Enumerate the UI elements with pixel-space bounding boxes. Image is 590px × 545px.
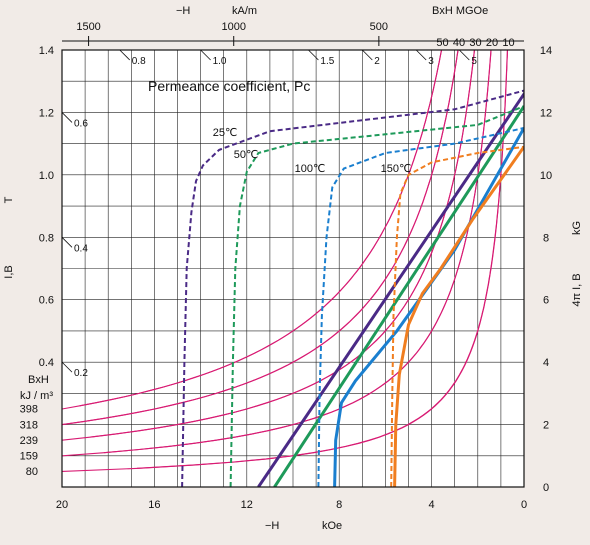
x-top-tick: 500	[370, 21, 388, 33]
bxh-kj-value: 159	[20, 451, 38, 463]
grid	[62, 50, 524, 487]
temperature-label: 50℃	[234, 149, 259, 161]
y-right-unit: kG	[571, 221, 583, 235]
permeance-tick	[200, 49, 211, 61]
plot-frame	[61, 49, 525, 488]
permeance-label: 0.4	[74, 243, 88, 254]
normal-curve	[257, 91, 524, 487]
permeance-tick	[119, 49, 131, 61]
y-left-tick: 0.8	[39, 232, 54, 244]
y-left-tick: 1.0	[39, 170, 54, 182]
series-curves	[181, 89, 524, 487]
y-right-tick: 12	[540, 107, 552, 119]
x-bottom-tick: 4	[429, 499, 435, 511]
bxh-kj-label-2: kJ / m³	[20, 390, 53, 402]
bxh-mgoe-value: 40	[453, 37, 465, 49]
bxh-kj-value: 398	[20, 404, 38, 416]
bxh-curve	[79, 50, 443, 407]
permeance-tick	[61, 112, 73, 123]
bxh-curve	[62, 50, 492, 457]
permeance-tick	[61, 237, 73, 248]
y-left-tick: 0.6	[39, 295, 54, 307]
permeance-label: 3	[428, 56, 434, 67]
x-bottom-tick: 0	[521, 499, 527, 511]
y-right-tick: 4	[543, 357, 549, 369]
x-bottom-label: −H	[265, 520, 279, 532]
x-top-tick: 1000	[221, 21, 245, 33]
bxh-mgoe-label: BxH MGOe	[432, 5, 488, 17]
x-top-label: −H	[176, 5, 190, 17]
normal-curve	[393, 145, 524, 487]
permeance-label: 1.0	[213, 56, 227, 67]
bxh-kj-value: 239	[20, 435, 38, 447]
permeance-label: 0.8	[132, 56, 146, 67]
permeance-label: 0.2	[74, 368, 88, 379]
permeance-label: 2	[374, 56, 380, 67]
y-right-label: 4π I, B	[571, 273, 583, 306]
temperature-label: 150℃	[381, 163, 412, 175]
permeance-tick	[362, 49, 373, 61]
bxh-mgoe-value: 10	[502, 37, 514, 49]
bxh-mgoe-value: 30	[469, 37, 481, 49]
y-right-tick: 6	[543, 295, 549, 307]
y-right-tick: 0	[543, 482, 549, 494]
permeance-label: 1.5	[320, 56, 334, 67]
intrinsic-curve	[390, 145, 524, 487]
y-left-tick: 1.2	[39, 107, 54, 119]
intrinsic-curve	[181, 89, 524, 487]
y-left-unit: T	[3, 196, 15, 203]
normal-curve	[273, 105, 524, 487]
y-left-tick: 1.4	[39, 45, 54, 57]
bxh-kj-value: 80	[26, 466, 38, 478]
y-left-label: I,B	[3, 265, 15, 278]
permeance-label: 0.6	[74, 118, 88, 129]
temperature-label: 100℃	[295, 163, 326, 175]
y-right-tick: 2	[543, 420, 549, 432]
permeance-lines: 0.8 1.0 1.5 2 3 5 0.6 0.4 0.2	[61, 49, 477, 379]
permeance-tick	[61, 361, 73, 373]
temperature-label: 25℃	[213, 127, 238, 139]
x-bottom-tick: 20	[56, 499, 68, 511]
bxh-kj-value: 318	[20, 419, 38, 431]
permeance-tick	[415, 49, 427, 61]
bxh-curve	[62, 50, 459, 426]
x-top-unit: kA/m	[232, 5, 257, 17]
intrinsic-curve	[229, 105, 524, 487]
permeance-tick	[459, 49, 470, 61]
permeance-label: 5	[471, 56, 477, 67]
permeance-tick	[308, 49, 319, 61]
bxh-kj-label-1: BxH	[28, 374, 49, 386]
y-right-tick: 10	[540, 170, 552, 182]
y-right-tick: 8	[543, 232, 549, 244]
y-left-tick: 0.4	[39, 357, 54, 369]
x-top-tick: 1500	[76, 21, 100, 33]
pc-title: Permeance coefficient, Pc	[148, 78, 310, 94]
x-bottom-tick: 16	[148, 499, 160, 511]
intrinsic-curve	[317, 127, 524, 487]
x-bottom-unit: kOe	[322, 520, 342, 532]
bxh-mgoe-value: 20	[486, 37, 498, 49]
bxh-mgoe-value: 50	[436, 37, 448, 49]
x-bottom-tick: 12	[241, 499, 253, 511]
x-bottom-tick: 8	[336, 499, 342, 511]
y-right-tick: 14	[540, 45, 552, 57]
